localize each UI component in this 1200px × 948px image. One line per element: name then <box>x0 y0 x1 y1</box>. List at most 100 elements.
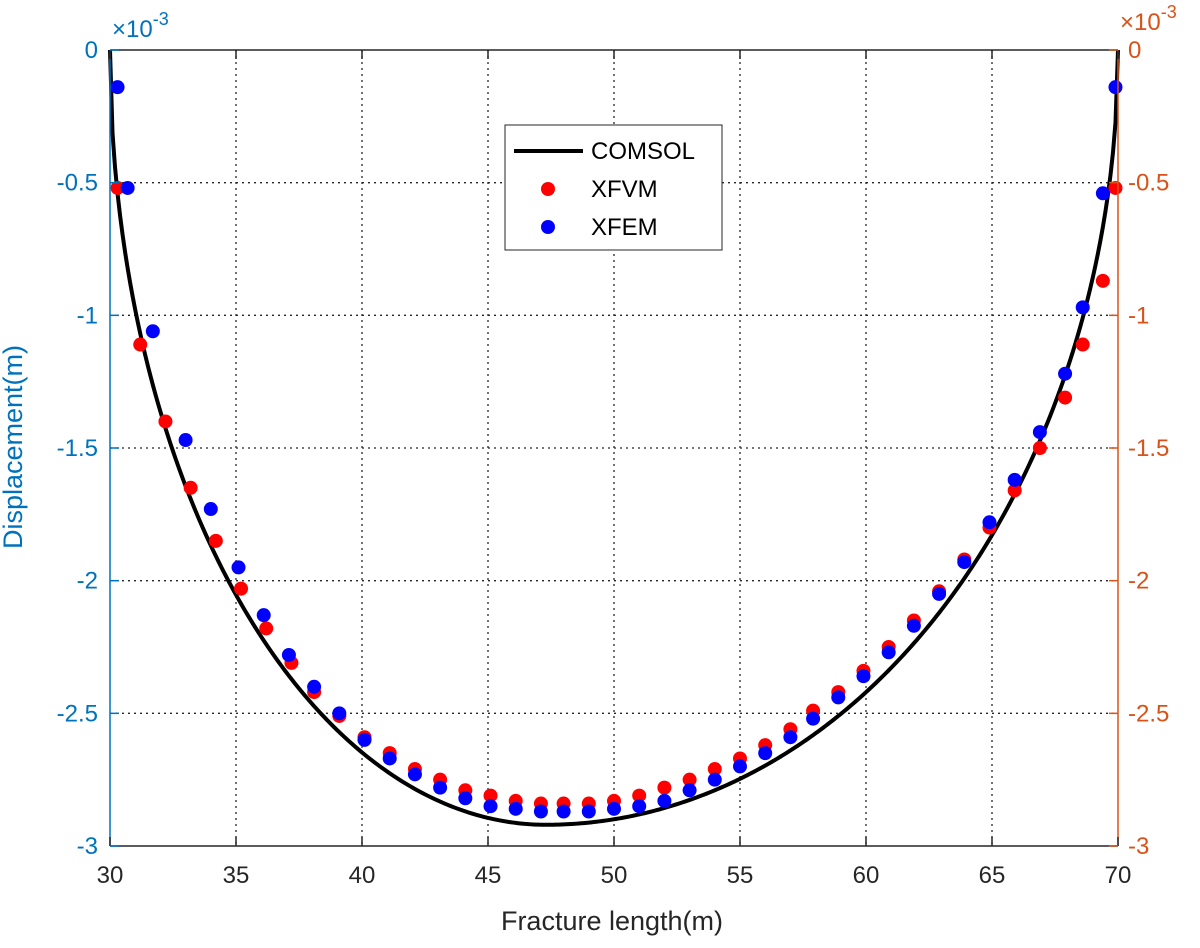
xfem-point <box>407 767 422 782</box>
x-axis-title: Fracture length(m) <box>501 906 723 936</box>
xfvm-point <box>707 762 722 777</box>
xfem-point <box>733 759 747 774</box>
legend-xfem-marker <box>541 220 555 234</box>
xfem-point <box>433 780 448 795</box>
xfvm-point <box>657 780 672 795</box>
x-tick-label: 65 <box>979 862 1006 889</box>
right-y-tick-label: 0 <box>1128 37 1141 64</box>
xfvm-point <box>110 180 125 195</box>
xfem-point <box>856 669 871 684</box>
xfvm-point <box>682 772 697 787</box>
xfem-point <box>906 618 921 633</box>
legend-xfvm-marker <box>541 182 555 196</box>
xfem-point <box>632 799 647 814</box>
left-y-tick-label: -1 <box>77 302 98 329</box>
xfvm-point <box>234 581 249 596</box>
left-exponent-label: ×10-3 <box>112 9 169 43</box>
xfem-point <box>881 645 896 660</box>
x-tick-label: 50 <box>601 862 628 889</box>
xfem-point <box>458 791 473 806</box>
xfem-point <box>1007 472 1022 487</box>
xfem-point <box>1032 425 1047 440</box>
xfem-point <box>707 772 722 787</box>
right-exponent-base: ×10 <box>1120 9 1161 36</box>
xfvm-point <box>1007 483 1022 498</box>
xfem-point <box>932 586 947 601</box>
legend-label-xfvm: XFVM <box>591 176 658 203</box>
legend-label-xfem: XFEM <box>591 214 658 241</box>
xfem-point <box>1108 80 1123 95</box>
xfem-point <box>1058 366 1073 381</box>
xfem-point <box>806 711 821 726</box>
xfem-point <box>556 804 571 819</box>
xfem-point <box>281 647 296 662</box>
xfem-point <box>508 801 523 816</box>
xfem-point <box>982 515 997 530</box>
xfem-point <box>682 783 697 798</box>
right-exponent-power: -3 <box>1161 2 1177 22</box>
right-y-tick-label: -3 <box>1128 833 1149 860</box>
left-y-tick-label: 0 <box>85 37 98 64</box>
x-tick-label: 45 <box>475 862 502 889</box>
xfem-point <box>581 804 596 819</box>
xfvm-point <box>133 337 148 352</box>
legend: COMSOL XFVM XFEM <box>504 124 723 251</box>
ticks-layer: 30 35 40 45 50 55 60 65 70 0 0 -0.5 -0.5 -1 -1 -1.5 -1.5… <box>57 37 1170 889</box>
legend-label-comsol: COMSOL <box>591 138 695 165</box>
xfvm-point <box>183 480 198 495</box>
xfem-point <box>533 804 548 819</box>
right-y-tick-label: -2.5 <box>1128 700 1169 727</box>
left-y-tick-label: -1.5 <box>57 435 98 462</box>
x-tick-label: 70 <box>1105 862 1132 889</box>
series-layer <box>108 49 1123 827</box>
xfem-point <box>758 746 773 761</box>
comsol-curve <box>108 49 1120 827</box>
xfvm-point <box>1095 273 1110 288</box>
x-tick-label: 60 <box>853 862 880 889</box>
xfem-point <box>483 799 498 814</box>
left-y-tick-label: -2.5 <box>57 700 98 727</box>
xfvm-point <box>1108 180 1123 195</box>
right-y-tick-label: -1.5 <box>1128 435 1169 462</box>
x-tick-label: 40 <box>349 862 376 889</box>
xfem-point <box>332 706 347 721</box>
xfvm-point <box>483 788 498 803</box>
right-y-tick-label: -2 <box>1128 568 1149 595</box>
xfem-point <box>357 732 372 747</box>
xfem-point <box>1075 300 1090 315</box>
xfem-point <box>231 560 246 575</box>
xfem-point <box>203 502 218 517</box>
right-y-tick-label: -1 <box>1128 302 1149 329</box>
xfvm-point <box>208 533 223 548</box>
xfem-point <box>957 555 972 570</box>
xfem-point <box>783 730 798 745</box>
left-exponent-power: -3 <box>153 9 169 29</box>
xfem-point <box>110 80 125 95</box>
xfvm-point <box>1058 390 1073 405</box>
left-y-tick-label: -2 <box>77 568 98 595</box>
xfvm-point <box>1032 441 1047 455</box>
left-y-tick-label: -0.5 <box>57 170 98 197</box>
xfem-point <box>607 801 621 816</box>
right-y-tick-label: -0.5 <box>1128 170 1169 197</box>
xfvm-point <box>632 788 647 803</box>
x-tick-label: 30 <box>97 862 124 889</box>
xfem-point <box>120 180 135 195</box>
x-tick-label: 55 <box>727 862 754 889</box>
right-exponent-label: ×10-3 <box>1120 2 1177 36</box>
xfem-point <box>1095 186 1110 201</box>
xfem-point <box>145 324 160 339</box>
xfem-point <box>178 433 193 448</box>
x-tick-label: 35 <box>223 862 250 889</box>
xfem-point <box>382 751 397 766</box>
left-exponent-base: ×10 <box>112 16 153 43</box>
xfvm-point <box>158 414 173 429</box>
left-y-tick-label: -3 <box>77 833 98 860</box>
xfem-point <box>307 679 322 694</box>
y-axis-title: Displacement(m) <box>0 345 28 549</box>
xfvm-point <box>1075 337 1090 352</box>
xfvm-point <box>259 621 274 636</box>
xfem-point <box>831 690 846 705</box>
